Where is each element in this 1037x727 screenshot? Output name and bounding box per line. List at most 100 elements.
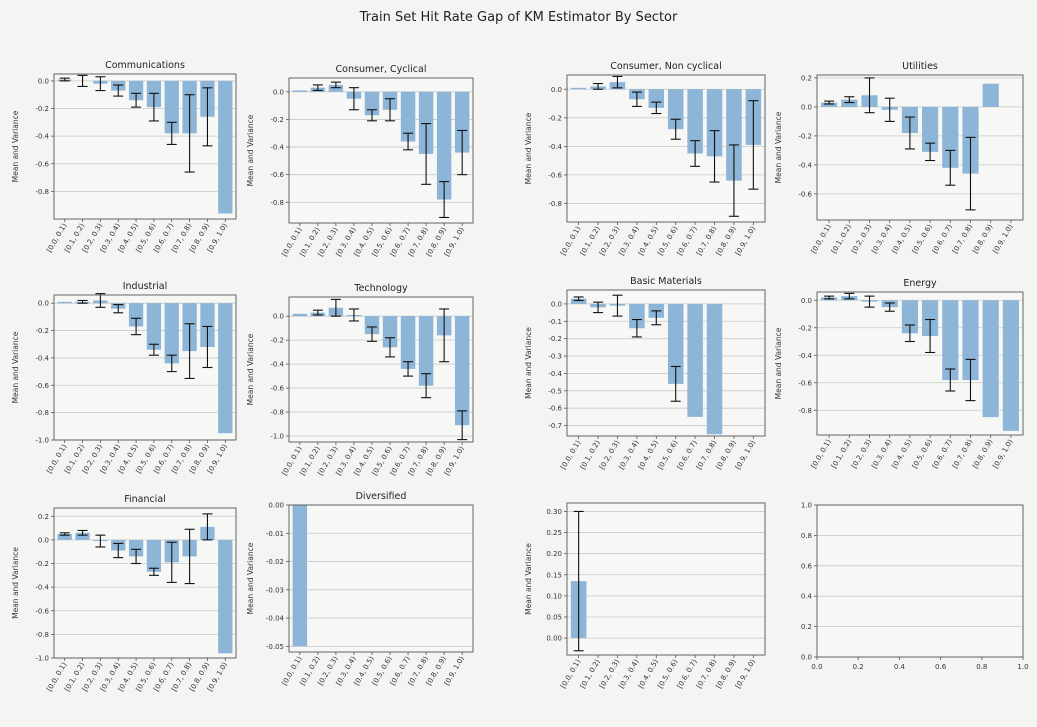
y-tick-label: -0.2 xyxy=(270,337,284,345)
bar xyxy=(726,89,742,181)
y-axis-label: Mean and Variance xyxy=(11,331,20,403)
y-axis-label: Mean and Variance xyxy=(246,333,255,405)
y-tick-label: 0.00 xyxy=(546,635,562,643)
y-tick-label: -0.8 xyxy=(35,631,49,639)
bar xyxy=(218,80,233,214)
y-tick-label: -0.02 xyxy=(266,558,284,566)
x-tick-label: [0.9, 1.0) xyxy=(992,438,1015,470)
bar xyxy=(706,89,723,157)
axes-frame xyxy=(288,504,474,653)
bar xyxy=(57,533,72,540)
bar xyxy=(570,87,587,90)
y-tick-label: 0.0 xyxy=(551,86,562,94)
y-tick-label: 0.0 xyxy=(38,536,49,544)
subplot-10: 0.00-0.01-0.02-0.03-0.04-0.05[0.0, 0.1)[… xyxy=(246,491,474,687)
subplot-title: Communications xyxy=(105,60,185,71)
bar xyxy=(128,539,144,557)
y-tick-label: -0.6 xyxy=(548,405,562,413)
x-tick-label: [0.9, 1.0) xyxy=(734,439,757,471)
y-tick-label: 0.2 xyxy=(801,623,812,631)
subplot-title: Financial xyxy=(124,494,166,505)
x-tick-label: [0.9, 1.0) xyxy=(734,225,757,257)
y-tick-label: -1.0 xyxy=(35,437,49,445)
y-tick-label: -0.8 xyxy=(270,199,284,207)
bar xyxy=(292,90,308,92)
subplot-title: Energy xyxy=(903,278,937,289)
axes-frame xyxy=(566,74,766,223)
y-axis-label: Mean and Variance xyxy=(774,111,783,183)
y-tick-label: 0.6 xyxy=(801,562,813,570)
figure-title: Train Set Hit Rate Gap of KM Estimator B… xyxy=(359,10,678,25)
subplot-title: Consumer, Cyclical xyxy=(336,64,427,75)
subplot-title: Technology xyxy=(353,283,408,294)
y-tick-label: -0.8 xyxy=(270,409,284,417)
y-tick-label: -0.4 xyxy=(548,143,562,151)
y-tick-label: 0.30 xyxy=(546,508,562,516)
plot-area xyxy=(817,505,1023,657)
y-tick-label: -0.03 xyxy=(266,586,284,594)
axes-frame xyxy=(53,507,237,659)
y-tick-label: -0.4 xyxy=(35,354,49,362)
axes-frame xyxy=(53,294,237,441)
y-tick-label: 0.2 xyxy=(38,513,49,521)
y-tick-label: -1.0 xyxy=(270,433,284,441)
bar xyxy=(454,316,470,426)
bar xyxy=(200,303,215,347)
bar xyxy=(841,99,858,107)
y-axis-label: Mean and Variance xyxy=(11,110,20,182)
y-tick-label: 0.8 xyxy=(801,532,812,540)
x-tick-label: [0.9, 1.0) xyxy=(992,223,1015,255)
bar xyxy=(687,89,703,154)
bar xyxy=(400,91,416,142)
subplot-7: 0.0-0.1-0.2-0.3-0.4-0.5-0.6-0.7[0.0, 0.1… xyxy=(524,276,766,471)
bar xyxy=(1002,300,1019,431)
y-tick-label: 0.0 xyxy=(38,77,49,85)
bar xyxy=(922,300,939,336)
y-tick-label: 0.25 xyxy=(546,529,562,537)
subplot-2: 0.0-0.2-0.4-0.6-0.8[0.0, 0.1)[0.1, 0.2)[… xyxy=(246,64,474,258)
bar xyxy=(454,91,470,153)
x-tick-label: 1.0 xyxy=(1017,663,1028,671)
y-tick-label: -0.4 xyxy=(270,361,284,369)
axes-frame xyxy=(816,291,1024,436)
y-tick-label: -0.4 xyxy=(270,144,284,152)
bar xyxy=(218,303,233,434)
y-tick-label: -0.6 xyxy=(35,607,49,615)
bar xyxy=(942,106,959,168)
axes-frame xyxy=(816,74,1024,221)
y-tick-label: 0.10 xyxy=(546,592,562,600)
subplot-6: 0.0-0.2-0.4-0.6-0.8-1.0[0.0, 0.1)[0.1, 0… xyxy=(246,283,474,477)
y-tick-label: -0.2 xyxy=(35,105,49,113)
axes-frame xyxy=(53,73,237,220)
y-tick-label: 0.0 xyxy=(551,300,562,308)
bar xyxy=(164,303,179,364)
bar xyxy=(648,89,665,108)
x-tick-label: [0.9, 1.0) xyxy=(734,658,757,690)
bar xyxy=(922,106,939,152)
bar xyxy=(146,303,162,350)
subplot-title: Industrial xyxy=(123,281,168,292)
y-axis-label: Mean and Variance xyxy=(524,112,533,184)
y-tick-label: -0.6 xyxy=(798,379,812,387)
axes-frame xyxy=(566,289,766,437)
y-tick-label: 0.0 xyxy=(801,297,812,305)
y-tick-label: 0.15 xyxy=(546,571,562,579)
bar xyxy=(146,539,162,572)
subplot-9: 0.20.0-0.2-0.4-0.6-0.8-1.0[0.0, 0.1)[0.1… xyxy=(11,494,237,693)
y-tick-label: 0.0 xyxy=(801,103,812,111)
bar xyxy=(667,303,684,384)
x-tick-label: 0.4 xyxy=(894,663,906,671)
y-tick-label: 0.2 xyxy=(801,74,812,82)
bar xyxy=(687,303,703,417)
y-tick-label: 0.05 xyxy=(546,614,562,622)
subplot-title: Utilities xyxy=(902,61,938,72)
y-tick-label: -0.8 xyxy=(548,200,562,208)
y-tick-label: 0.0 xyxy=(38,300,49,308)
y-tick-label: -0.4 xyxy=(798,352,812,360)
y-tick-label: -0.5 xyxy=(548,387,562,395)
subplot-11: 0.300.250.200.150.100.050.00[0.0, 0.1)[0… xyxy=(524,502,766,690)
axes-frame xyxy=(288,296,474,443)
bar xyxy=(418,316,434,386)
y-tick-label: -0.01 xyxy=(266,530,284,538)
